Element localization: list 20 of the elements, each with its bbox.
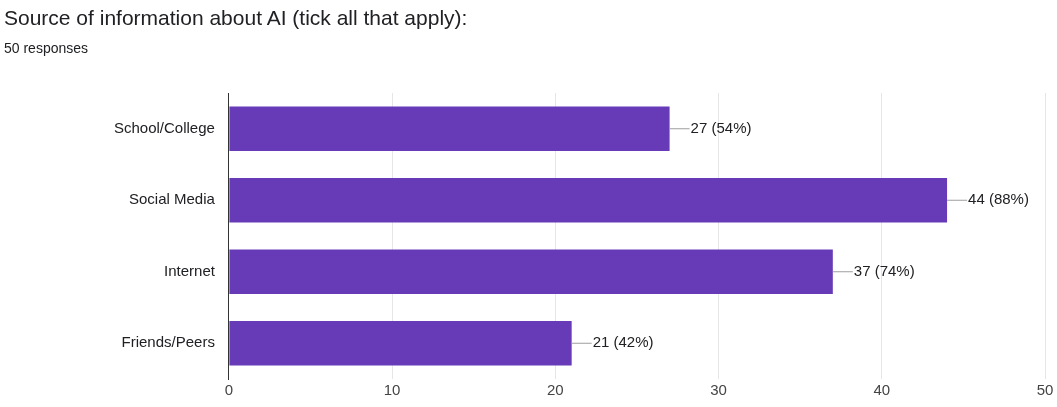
text: 50 responses xyxy=(4,40,89,56)
data-label: 27 (54%) xyxy=(690,118,752,136)
y-tick-label: Internet xyxy=(164,261,216,279)
bar xyxy=(229,321,572,366)
y-tick-label: Social Media xyxy=(129,190,216,208)
y-tick-label: Friends/Peers xyxy=(121,333,215,351)
x-tick-label: 0 xyxy=(224,381,234,399)
x-tick-label: 50 xyxy=(1036,381,1054,399)
chart-title: Source of information about AI (tick all that apply): xyxy=(4,6,468,30)
bar xyxy=(229,106,670,151)
x-tick-label: 20 xyxy=(547,381,564,399)
data-label: 21 (42%) xyxy=(592,333,654,351)
data-label: 44 (88%) xyxy=(968,190,1029,208)
x-tick-label: 30 xyxy=(710,381,727,399)
y-tick-label: School/College xyxy=(113,118,215,136)
bar xyxy=(229,249,833,294)
bar xyxy=(229,178,948,223)
data-label: 37 (74%) xyxy=(853,261,915,279)
x-tick-label: 10 xyxy=(383,381,401,399)
x-tick-label: 40 xyxy=(873,381,891,399)
